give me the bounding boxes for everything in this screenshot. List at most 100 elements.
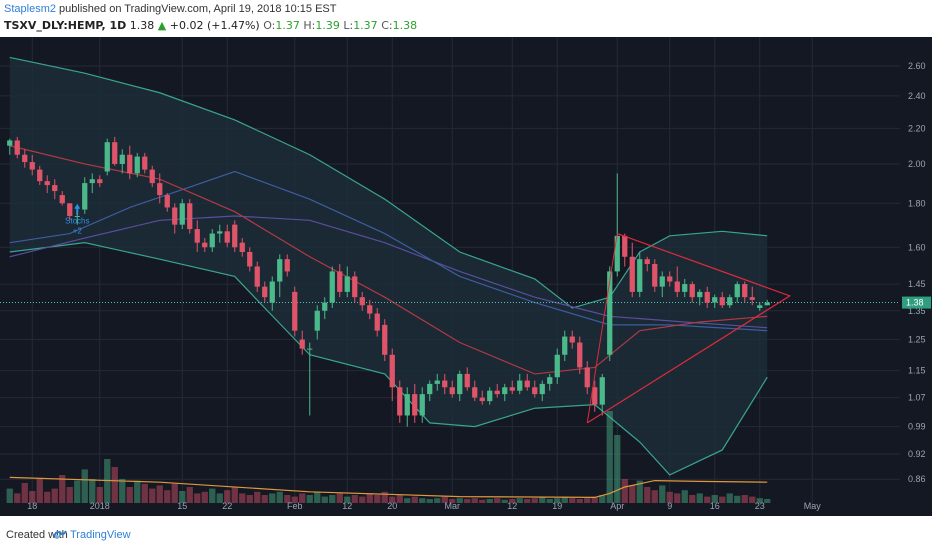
volume-bar [516, 498, 523, 503]
high-label: H: [303, 19, 316, 32]
candle-body [269, 281, 275, 303]
volume-bar [576, 499, 583, 503]
candle-body [397, 387, 403, 416]
chart-area[interactable]: Stochs +2 2.60 2.40 2.20 2.00 1.80 1.60 1.45 1.35… [0, 37, 932, 516]
candle-body [509, 387, 515, 391]
candle-body [427, 383, 433, 395]
candle-body [479, 397, 485, 402]
publisher-username[interactable]: Staplesm2 [4, 3, 56, 15]
volume-bar [441, 496, 448, 503]
candle-body [719, 297, 725, 306]
volume-bar [186, 487, 193, 503]
volume-bar [314, 491, 321, 503]
candle-body [389, 354, 395, 388]
volume-bar [44, 491, 51, 503]
publisher-line: Staplesm2 published on TradingView.com, … [4, 3, 336, 15]
price-chart[interactable]: Stochs+2 2.60 2.40 2.20 2.00 1.80 1.60 1.45 1.35… [0, 37, 932, 516]
candle-body [404, 394, 410, 416]
volume-bar [141, 483, 148, 503]
candle-body [89, 179, 95, 184]
candle-body [584, 367, 590, 388]
candle-body [494, 390, 500, 395]
triangle-pattern-lines [586, 232, 792, 424]
price-change: +0.02 (+1.47%) [169, 19, 260, 32]
low-label: L: [343, 19, 354, 32]
candle-body [667, 276, 673, 282]
candle-body [337, 271, 343, 292]
candle-body [22, 154, 28, 163]
candle-body [37, 169, 43, 182]
published-info: published on TradingView.com, April 19, … [59, 3, 337, 15]
volume-bar [524, 499, 531, 503]
volume-bar [719, 496, 726, 503]
candle-body [59, 195, 65, 204]
candle-body [7, 140, 13, 146]
moving-average-purple-line [9, 215, 768, 329]
volume-bar [269, 493, 276, 503]
time-axis-label: Apr [610, 501, 624, 511]
volume-bar [749, 496, 756, 503]
time-axis-label: 18 [27, 501, 37, 511]
volume-bar [291, 496, 298, 503]
candle-body [749, 297, 755, 300]
candle-body [254, 266, 260, 287]
volume-bars [6, 411, 771, 503]
volume-bar [111, 467, 118, 503]
volume-bar [344, 496, 351, 503]
volume-bar [531, 498, 538, 503]
time-axis-label: 9 [667, 501, 672, 511]
volume-bar [599, 495, 606, 503]
candle-body [29, 162, 35, 170]
tradingview-brand[interactable]: TradingView [70, 529, 131, 541]
candle-body [577, 342, 583, 368]
candle-body [217, 231, 223, 234]
candle-body [127, 154, 133, 174]
candle-body [562, 336, 568, 355]
volume-bar [591, 496, 598, 503]
volume-bar [156, 485, 163, 503]
volume-bar [644, 487, 651, 503]
candle-body [652, 264, 658, 287]
volume-bar [509, 499, 516, 503]
volume-bar [479, 499, 486, 503]
stochs-annotation-text: Stochs [65, 217, 89, 226]
candle-body [187, 203, 193, 230]
candle-body [224, 231, 230, 243]
volume-bar [651, 490, 658, 503]
candle-body [307, 348, 313, 350]
price-axis-label: 1.07 [908, 393, 926, 403]
candle-body [757, 305, 763, 309]
candle-body [764, 302, 770, 306]
volume-bar [29, 491, 36, 503]
candle-body [112, 142, 118, 164]
candle-body [322, 302, 328, 311]
candle-body [607, 271, 613, 355]
candle-body [682, 284, 688, 292]
price-axis-label: 2.20 [908, 123, 926, 133]
bollinger-upper-line [9, 56, 768, 309]
volume-bar [681, 490, 688, 503]
candle-body [134, 156, 140, 174]
candle-body [674, 281, 680, 292]
candle-body [434, 380, 440, 384]
current-price-tag [902, 296, 931, 309]
candle-body [487, 390, 493, 402]
volume-bar [254, 491, 261, 503]
open-value: 1.37 [275, 19, 300, 32]
candle-body [697, 291, 703, 298]
time-axis-label: 12 [507, 501, 517, 511]
price-axis-label: 2.00 [908, 159, 926, 169]
candle-body [277, 259, 283, 282]
candle-body [247, 252, 253, 267]
time-axis-label: Feb [287, 501, 303, 511]
close-label: C: [381, 19, 393, 32]
price-axis-label: 1.60 [908, 242, 926, 252]
volume-bar [689, 495, 696, 503]
volume-bar [14, 493, 21, 503]
volume-bar [464, 499, 471, 503]
volume-bar [96, 487, 103, 503]
symbol-name[interactable]: TSXV_DLY:HEMP, 1D [4, 19, 127, 32]
volume-bar [696, 493, 703, 503]
volume-bar [606, 411, 613, 503]
candle-body [644, 259, 650, 265]
